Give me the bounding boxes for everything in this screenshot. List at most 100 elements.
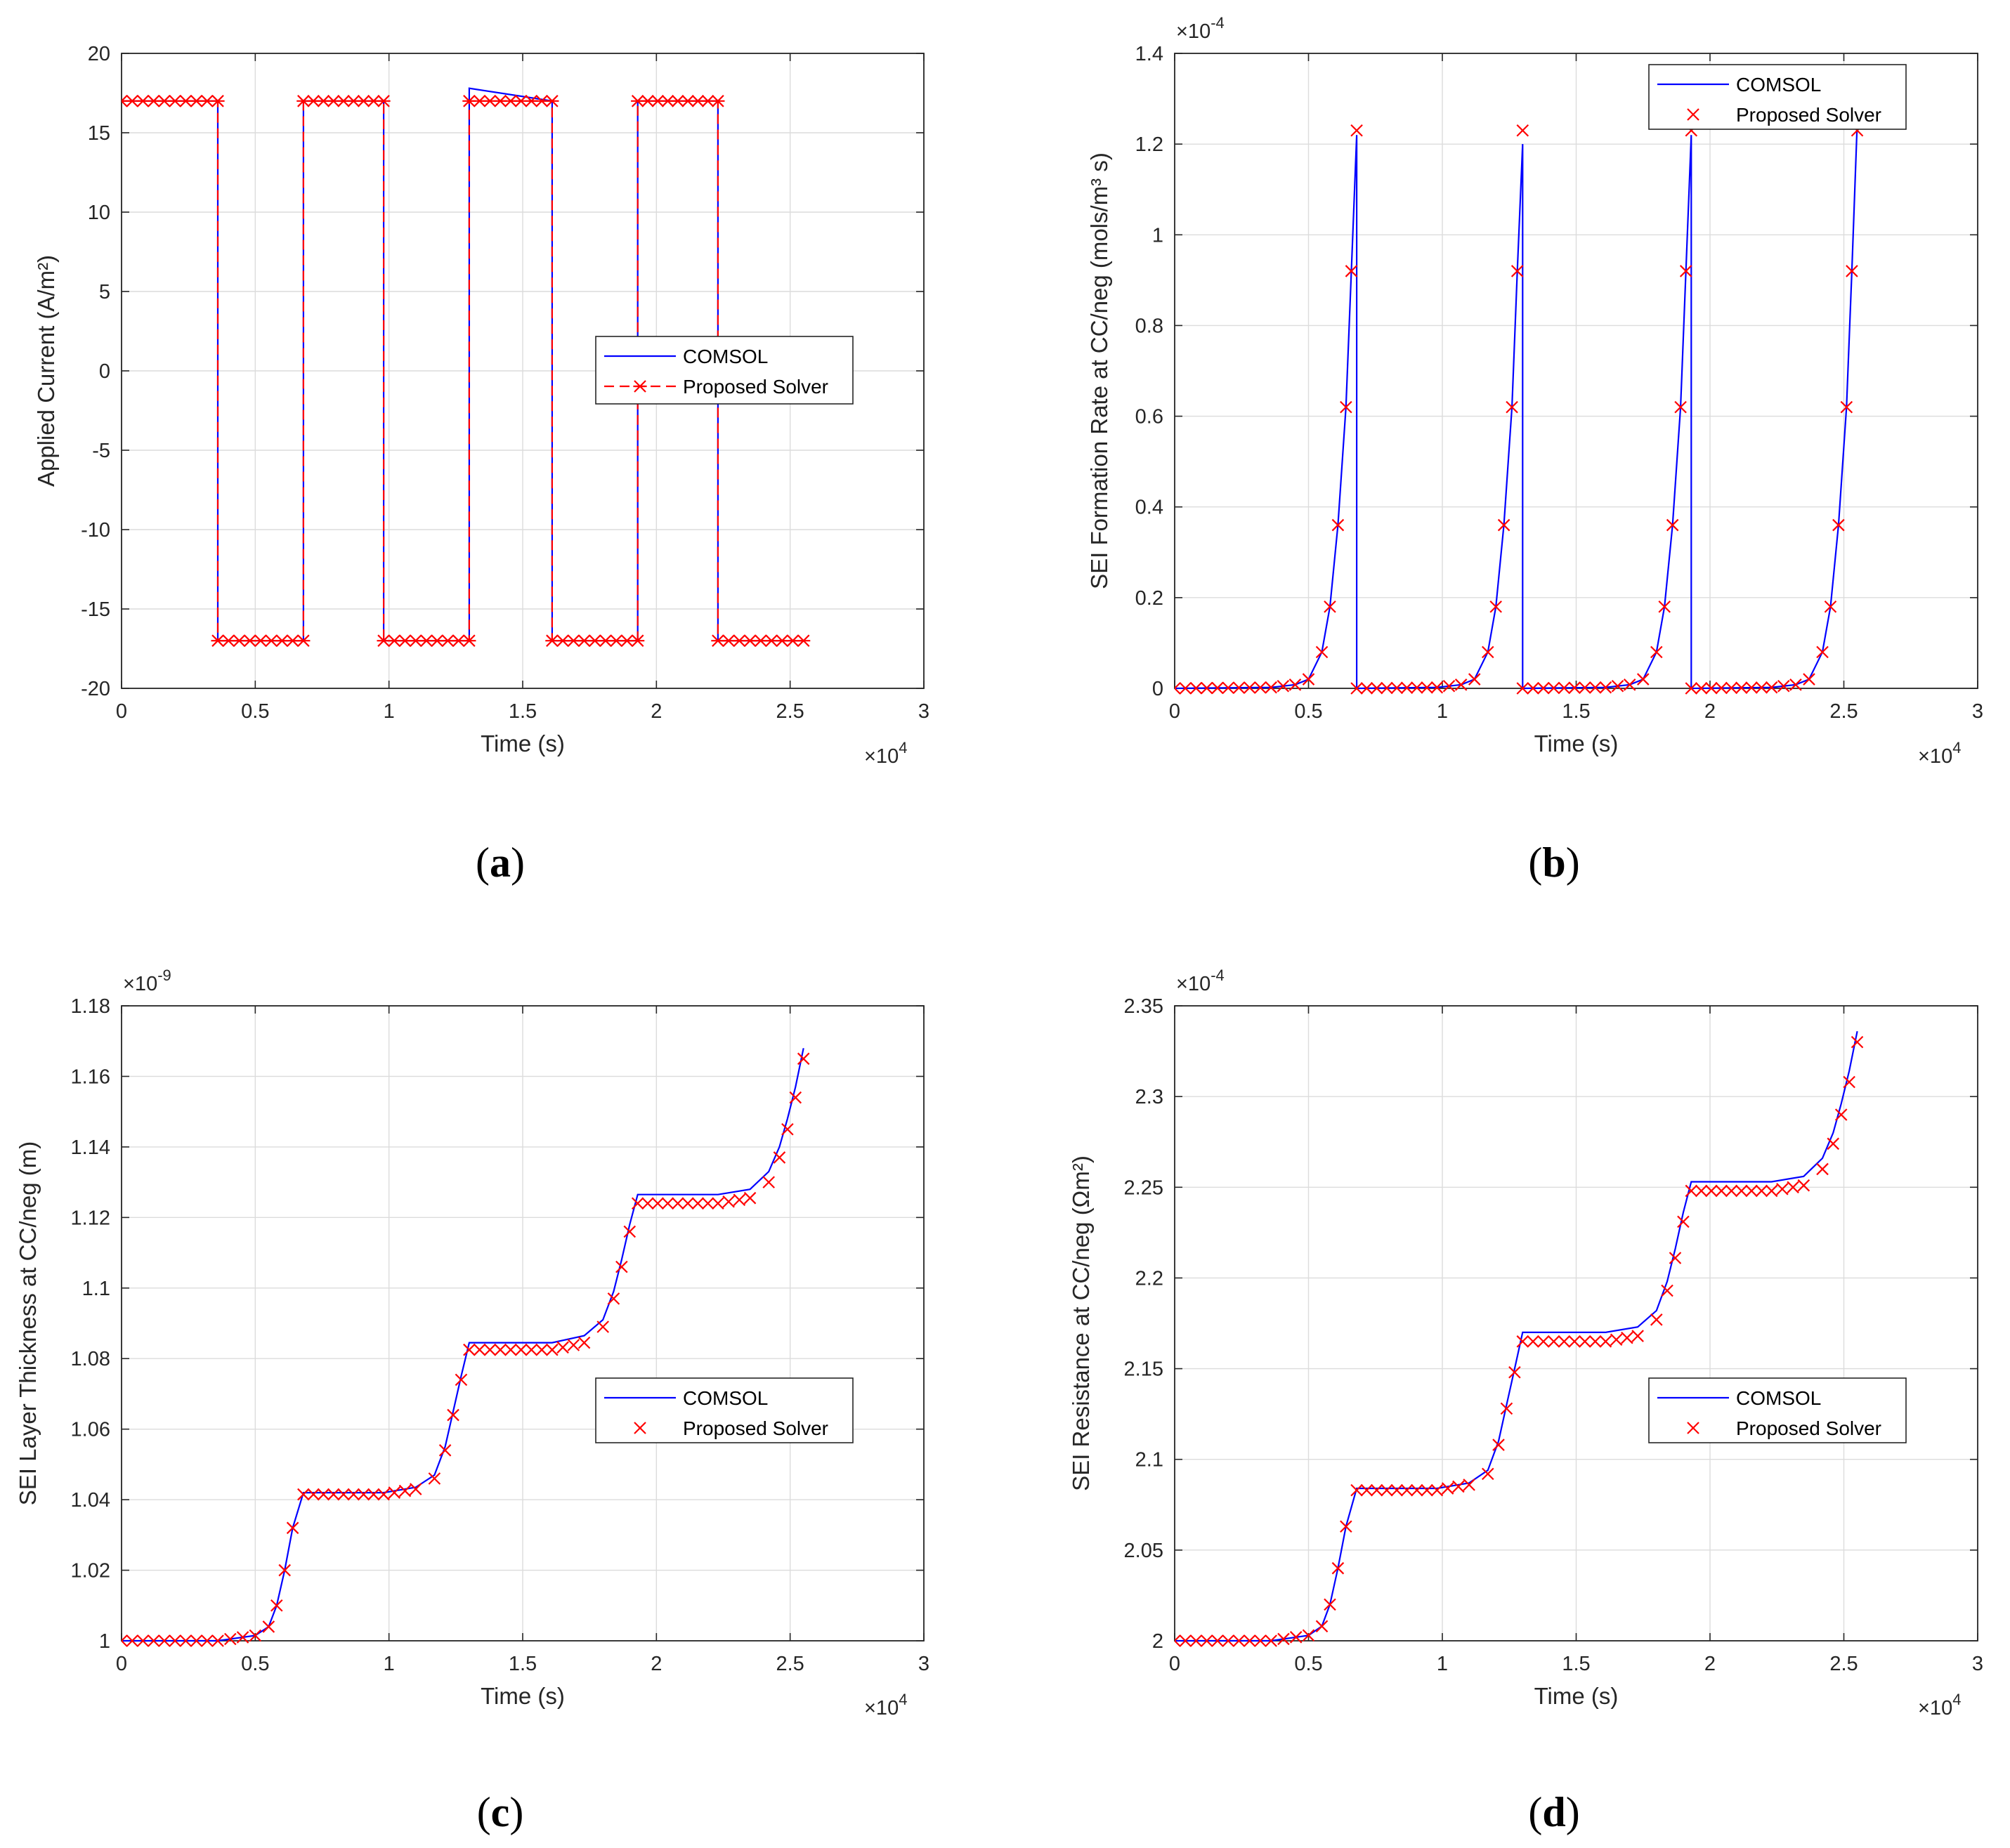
- data-marker-b: [1851, 1035, 1864, 1049]
- data-marker-b: [1189, 1634, 1203, 1647]
- data-marker-b: [1705, 681, 1718, 695]
- data-marker-b: [1568, 681, 1581, 694]
- data-marker-b: [1506, 400, 1518, 414]
- x-tick-label: 0.5: [1294, 700, 1322, 723]
- data-marker-b: [447, 1408, 459, 1422]
- data-marker-b: [1745, 681, 1758, 694]
- y-exponent-power: -4: [1210, 966, 1225, 984]
- y-exponent-power: -9: [157, 966, 171, 984]
- x-tick-label: 2.5: [776, 1653, 804, 1675]
- data-marker-b: [357, 1488, 370, 1501]
- x-exponent: ×104: [864, 739, 907, 768]
- data-marker-b: [297, 1488, 310, 1501]
- data-marker-b: [1430, 1483, 1444, 1497]
- data-marker-b: [631, 1197, 644, 1210]
- data-marker-b: [1468, 673, 1481, 686]
- series-comsol: [1175, 1030, 1858, 1642]
- caption-open: (: [477, 1789, 491, 1835]
- y-tick-label: 0.2: [1135, 587, 1163, 610]
- data-marker-b: [136, 1634, 150, 1647]
- data-marker-b: [1674, 400, 1687, 414]
- y-tick-label: -10: [81, 519, 110, 542]
- data-marker-b: [1411, 1483, 1423, 1497]
- legend-box: [595, 336, 854, 405]
- panel-caption: (c): [477, 1789, 524, 1835]
- data-marker-b: [1588, 1335, 1602, 1348]
- data-marker-b: [1765, 681, 1778, 694]
- x-exponent: ×104: [1918, 1691, 1961, 1719]
- data-marker-b: [1516, 682, 1529, 695]
- y-tick-label: 1.02: [71, 1560, 110, 1582]
- x-tick-label: 2: [1704, 1653, 1716, 1675]
- y-tick-label: 1.14: [71, 1136, 110, 1159]
- data-marker-b: [1331, 1561, 1345, 1575]
- x-tick-label: 1.5: [509, 1653, 537, 1675]
- data-marker-b: [190, 1634, 203, 1647]
- data-marker-b: [1816, 646, 1829, 659]
- panel-caption: (b): [1528, 839, 1579, 886]
- y-axis-label: Applied Current (A/m²): [33, 255, 59, 487]
- data-marker-b: [1661, 1284, 1673, 1297]
- y-exponent: ×10-9: [123, 966, 171, 995]
- data-marker-b: [1745, 1184, 1758, 1198]
- y-tick-label: 1.4: [1135, 43, 1163, 65]
- data-marker-b: [1315, 646, 1329, 659]
- series-comsol: [122, 1048, 804, 1642]
- y-tick-label: 2.35: [1124, 995, 1163, 1018]
- y-tick-label: 1: [99, 1630, 110, 1653]
- x-tick-label: 2.5: [1829, 700, 1858, 723]
- data-marker-b: [1211, 1634, 1224, 1647]
- legend-label: Proposed Solver: [1736, 104, 1881, 126]
- y-tick-label: 15: [88, 122, 110, 145]
- legend-marker-b: [1687, 108, 1699, 121]
- data-marker-b: [1340, 400, 1352, 414]
- data-marker-b: [1189, 681, 1203, 695]
- data-marker-b: [377, 1488, 390, 1501]
- x-tick-label: 1.5: [1562, 700, 1590, 723]
- data-marker-b: [1200, 681, 1213, 695]
- series-proposed-solver: [122, 95, 811, 647]
- data-marker-b: [1537, 681, 1550, 695]
- x-axis-label: Time (s): [481, 1683, 565, 1709]
- x-tick-label: 0: [116, 700, 127, 723]
- data-marker-b: [211, 1634, 224, 1647]
- caption-open: (: [1528, 1789, 1542, 1835]
- data-marker-b: [712, 1197, 724, 1210]
- chart-d: 0 0.5 1 1.5 2 2.5 3 2 2.05 2.1 2.15 2.2 2.25 2.3 2.35 T…: [1068, 966, 1983, 1835]
- data-marker-b: [1669, 1252, 1682, 1264]
- data-marker-b: [556, 1341, 569, 1354]
- caption-close: ): [509, 1789, 523, 1835]
- legend-entry: Proposed Solver: [1687, 104, 1881, 126]
- data-marker-b: [797, 1052, 810, 1066]
- y-tick-label: 2.1: [1135, 1449, 1163, 1472]
- data-marker-b: [623, 1225, 637, 1238]
- y-tick-label: 0.6: [1135, 406, 1163, 428]
- legend-entry: COMSOL: [1657, 74, 1821, 96]
- legend-label: Proposed Solver: [1736, 1417, 1881, 1439]
- data-marker-b: [1390, 681, 1404, 695]
- data-marker-b: [409, 1483, 422, 1495]
- data-marker-b: [567, 1339, 580, 1351]
- data-marker-b: [733, 1193, 746, 1206]
- data-marker-b: [1677, 1215, 1690, 1228]
- x-axis-label: Time (s): [481, 730, 565, 756]
- data-marker-b: [607, 1292, 620, 1305]
- caption-close: ): [1566, 1789, 1580, 1835]
- data-marker-b: [577, 1336, 591, 1349]
- data-marker-b: [1725, 681, 1738, 695]
- data-marker-b: [249, 1629, 262, 1642]
- x-tick-label: 0.5: [241, 700, 269, 723]
- y-tick-label: 1.06: [71, 1419, 110, 1441]
- data-marker-b: [1302, 1629, 1315, 1642]
- data-marker-b: [1568, 1335, 1581, 1348]
- data-marker-b: [270, 1599, 283, 1612]
- x-exponent: ×104: [1918, 739, 1961, 768]
- data-marker-b: [1222, 681, 1234, 695]
- data-marker-b: [1500, 1402, 1513, 1415]
- caption-open: (: [476, 839, 490, 886]
- y-tick-label: 1.16: [71, 1066, 110, 1088]
- y-tick-label: 1.04: [71, 1489, 110, 1512]
- data-marker-b: [1381, 1483, 1393, 1497]
- data-marker-b: [463, 1343, 476, 1356]
- y-tick-label: 5: [99, 281, 110, 303]
